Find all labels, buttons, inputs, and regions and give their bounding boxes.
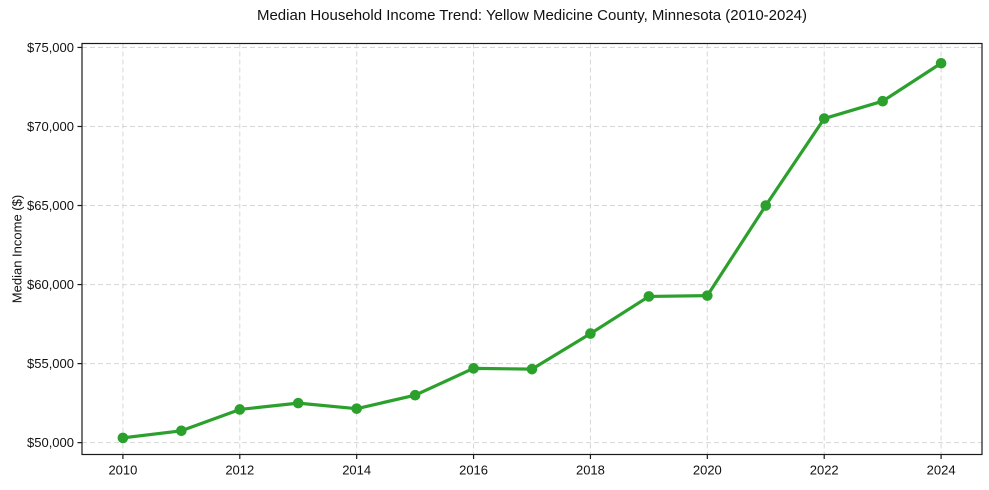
- x-tick-label: 2018: [576, 463, 605, 478]
- x-tick-label: 2014: [342, 463, 371, 478]
- data-point: [877, 95, 888, 107]
- data-point: [292, 397, 304, 409]
- data-point: [234, 404, 246, 415]
- y-tick-label: $55,000: [27, 356, 74, 371]
- data-point: [351, 403, 362, 414]
- x-tick-label: 2022: [810, 463, 839, 478]
- y-tick-label: $70,000: [27, 119, 74, 134]
- data-point: [585, 328, 596, 339]
- data-point: [117, 432, 129, 444]
- y-tick-label: $65,000: [27, 198, 74, 213]
- data-point: [702, 290, 713, 301]
- data-point: [409, 389, 421, 401]
- y-tick-label: $60,000: [27, 277, 74, 292]
- data-point: [643, 291, 655, 302]
- y-tick-label: $75,000: [27, 40, 74, 55]
- x-tick-label: 2012: [225, 463, 254, 478]
- x-tick-label: 2024: [927, 463, 956, 478]
- x-tick-label: 2020: [693, 463, 722, 478]
- y-tick-label: $50,000: [27, 435, 74, 450]
- x-tick-label: 2016: [459, 463, 488, 478]
- plot-border: [81, 42, 983, 456]
- data-point: [526, 363, 538, 375]
- data-point: [176, 425, 187, 437]
- data-point: [935, 57, 947, 69]
- chart-title: Median Household Income Trend: Yellow Me…: [256, 7, 808, 24]
- y-axis-label: Median Income ($): [9, 194, 25, 304]
- data-line: [121, 61, 943, 440]
- data-point: [818, 113, 830, 124]
- data-point: [468, 363, 479, 374]
- data-point: [760, 200, 772, 211]
- x-tick-label: 2010: [108, 463, 137, 478]
